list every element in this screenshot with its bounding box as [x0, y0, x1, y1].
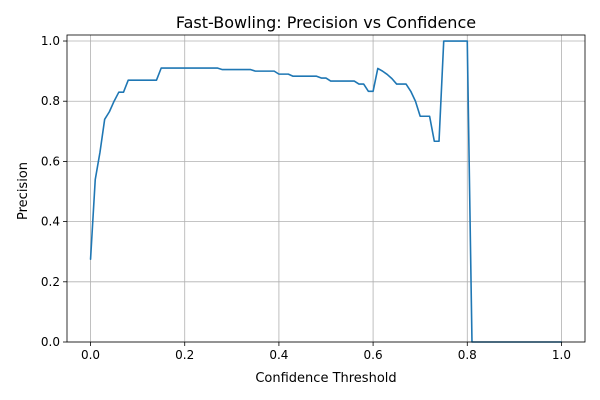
- x-tick-label: 0.4: [269, 348, 288, 362]
- y-axis-ticks: 0.0 0.2 0.4 0.6 0.8 1.0: [41, 34, 67, 349]
- x-axis-ticks: 0.0 0.2 0.4 0.6 0.8 1.0: [81, 342, 571, 362]
- x-tick-label: 0.6: [364, 348, 383, 362]
- y-tick-label: 0.2: [41, 275, 60, 289]
- y-tick-label: 0.8: [41, 94, 60, 108]
- x-axis-label: Confidence Threshold: [255, 371, 396, 386]
- y-tick-label: 0.6: [41, 154, 60, 168]
- x-tick-label: 0.8: [458, 348, 477, 362]
- x-tick-label: 0.2: [175, 348, 194, 362]
- y-tick-label: 0.0: [41, 335, 60, 349]
- y-axis-label: Precision: [16, 162, 31, 220]
- y-tick-label: 0.4: [41, 215, 60, 229]
- y-tick-label: 1.0: [41, 34, 60, 48]
- plot-frame: [66, 34, 586, 343]
- x-tick-label: 0.0: [81, 348, 100, 362]
- chart-title: Fast-Bowling: Precision vs Confidence: [176, 13, 476, 32]
- x-tick-label: 1.0: [552, 348, 571, 362]
